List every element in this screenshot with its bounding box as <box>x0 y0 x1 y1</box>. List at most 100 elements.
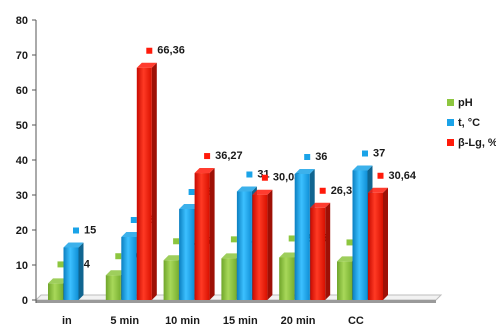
bar-front <box>163 260 179 300</box>
bar-front <box>105 275 121 300</box>
bar-front <box>279 257 295 300</box>
data-label-marker <box>304 154 311 160</box>
bar-top <box>136 62 157 68</box>
data-label-marker <box>319 187 326 194</box>
bar-front <box>194 173 210 300</box>
bar-top <box>252 189 273 195</box>
bar-front <box>337 261 352 300</box>
data-label-marker <box>204 153 211 160</box>
bar <box>368 187 388 300</box>
bar-top <box>179 204 200 209</box>
data-label: 36 <box>315 151 327 163</box>
data-label-marker <box>73 227 79 234</box>
x-tick-label: CC <box>348 315 364 327</box>
bar-side <box>151 62 157 300</box>
bar-top <box>294 169 315 174</box>
bar <box>63 242 84 300</box>
bar-front <box>310 207 326 300</box>
bar-front <box>179 209 195 300</box>
data-label: 30,64 <box>389 170 417 182</box>
bar-top <box>368 187 388 193</box>
data-label-marker <box>261 174 268 181</box>
y-tick-label: 20 <box>16 225 28 237</box>
bar-front <box>252 194 268 300</box>
legend: pH t, °C β-Lg, % <box>447 97 496 149</box>
data-label-marker <box>362 150 368 157</box>
bar-top <box>163 255 184 261</box>
legend-label: pH <box>458 97 473 109</box>
bar-front <box>136 67 152 301</box>
y-tick-label: 60 <box>16 85 28 97</box>
y-axis: 0 10 20 30 40 50 60 70 80 <box>16 15 37 307</box>
bar-front <box>352 170 368 300</box>
bar-top <box>279 252 300 258</box>
bar-front <box>121 237 137 300</box>
data-label-marker <box>346 239 353 246</box>
y-tick-label: 80 <box>16 15 28 27</box>
legend-label: t, °C <box>458 117 480 129</box>
legend-swatch <box>447 99 454 106</box>
data-label-marker <box>146 47 153 54</box>
data-label: 30,08 <box>273 172 301 184</box>
data-label-marker <box>246 171 253 178</box>
data-label: 36,27 <box>215 150 243 162</box>
legend-item: β-Lg, % <box>447 137 496 149</box>
bar-side <box>383 187 388 300</box>
floor-edge <box>36 300 436 303</box>
data-label: 37 <box>373 148 385 160</box>
bar-front <box>63 247 79 300</box>
bar-top <box>310 202 331 208</box>
bar-front <box>236 191 252 300</box>
bar-top <box>105 270 126 276</box>
bar-side <box>325 202 331 300</box>
data-label-marker <box>288 235 295 242</box>
bar-top <box>194 168 215 174</box>
y-tick-label: 40 <box>16 155 28 167</box>
bar-top <box>352 165 373 171</box>
bar-top <box>63 242 84 248</box>
x-tick-label: 20 min <box>281 315 316 327</box>
bar-front <box>294 174 310 300</box>
legend-swatch <box>447 119 454 126</box>
data-label-marker <box>377 172 384 179</box>
data-label: 15 <box>84 225 96 237</box>
x-axis: in 5 min 10 min 15 min 20 min CC <box>62 315 364 327</box>
y-tick-label: 50 <box>16 120 28 132</box>
data-label-marker <box>230 236 237 243</box>
y-tick-label: 30 <box>16 190 28 202</box>
data-label-marker <box>57 261 64 268</box>
bar-front <box>368 192 383 300</box>
bar <box>194 168 215 300</box>
bar-top <box>236 186 257 192</box>
x-tick-label: 15 min <box>223 315 258 327</box>
bar-top <box>121 232 142 237</box>
bar-series: 4,74157,081866,3611,352636,2711,93130,08… <box>48 45 417 301</box>
data-label: 26,35 <box>331 185 359 197</box>
data-label-marker <box>115 253 122 260</box>
bar-top <box>48 278 68 284</box>
data-label: 66,36 <box>157 45 185 57</box>
legend-swatch <box>447 139 454 146</box>
bar <box>252 189 273 300</box>
bar-top <box>221 253 242 259</box>
y-tick-label: 10 <box>16 260 28 272</box>
bar-front <box>48 283 63 300</box>
legend-label: β-Lg, % <box>458 137 496 149</box>
legend-item: pH <box>447 97 473 109</box>
y-tick-label: 0 <box>22 295 28 307</box>
bar-top <box>337 256 357 262</box>
bar-side <box>267 189 273 300</box>
data-label-marker <box>130 217 137 223</box>
legend-item: t, °C <box>447 117 480 129</box>
bar-front <box>221 258 237 300</box>
x-tick-label: in <box>62 315 72 327</box>
bar <box>136 62 157 301</box>
bar-side <box>209 168 215 300</box>
y-tick-label: 70 <box>16 50 28 62</box>
data-label-marker <box>173 238 180 245</box>
x-tick-label: 5 min <box>110 315 139 327</box>
bar <box>310 202 331 300</box>
x-tick-label: 10 min <box>165 315 200 327</box>
bar-side <box>78 242 84 300</box>
